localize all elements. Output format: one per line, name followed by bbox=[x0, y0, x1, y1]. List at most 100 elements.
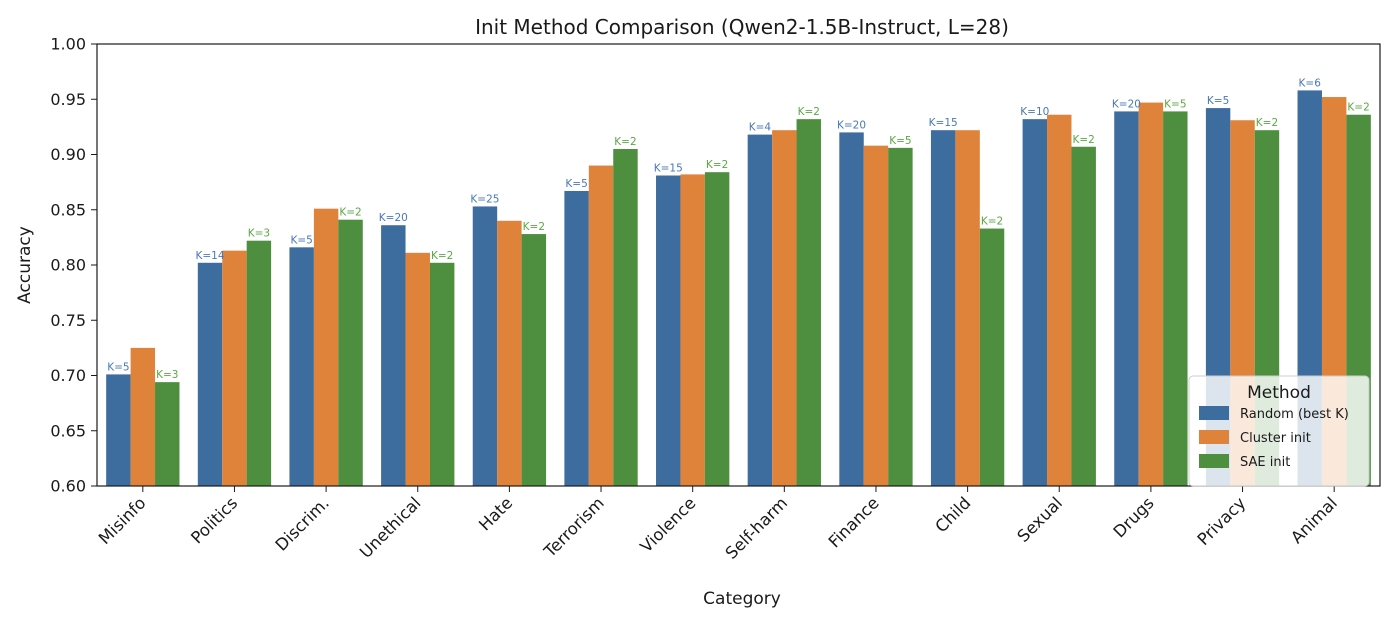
bar bbox=[680, 174, 705, 486]
bar bbox=[429, 262, 455, 486]
x-tick-label: Drugs bbox=[1110, 493, 1158, 541]
bar-value-label: K=2 bbox=[706, 159, 728, 171]
bar bbox=[839, 132, 864, 486]
bar bbox=[381, 225, 406, 486]
bar bbox=[246, 240, 272, 486]
legend-entry-label: Cluster init bbox=[1240, 431, 1311, 446]
x-tick-label: Terrorism bbox=[540, 493, 608, 561]
x-tick-label: Self-harm bbox=[722, 493, 791, 562]
bar bbox=[704, 172, 730, 486]
bar-value-label: K=5 bbox=[565, 178, 587, 190]
bar bbox=[979, 228, 1005, 487]
x-tick-label: Hate bbox=[475, 493, 516, 534]
bar-value-label: K=2 bbox=[431, 250, 453, 262]
chart-title: Init Method Comparison (Qwen2-1.5B-Instr… bbox=[475, 15, 1009, 39]
bar-value-label: K=6 bbox=[1299, 77, 1322, 89]
bar-value-label: K=5 bbox=[290, 234, 312, 246]
bar bbox=[106, 374, 131, 486]
bar-value-label: K=15 bbox=[654, 163, 683, 175]
y-tick-label: 0.90 bbox=[50, 145, 86, 164]
bar-value-label: K=2 bbox=[339, 207, 361, 219]
bar bbox=[155, 382, 180, 486]
bar bbox=[497, 220, 522, 487]
x-tick-label: Animal bbox=[1287, 493, 1341, 547]
bar bbox=[955, 130, 980, 486]
bar-value-label: K=2 bbox=[1073, 134, 1095, 146]
x-axis-label: Category bbox=[703, 589, 781, 609]
bar bbox=[747, 134, 773, 487]
bar-value-label: K=4 bbox=[749, 122, 772, 134]
x-axis: Misinfo Politics Discrim. Unethical Hate Terr… bbox=[95, 486, 1341, 563]
bar-value-label: K=14 bbox=[196, 250, 225, 262]
bar-value-label: K=2 bbox=[1347, 102, 1369, 114]
bar-value-label: K=2 bbox=[1256, 117, 1278, 129]
bar-value-label: K=3 bbox=[248, 228, 270, 240]
bar bbox=[130, 347, 156, 487]
bar bbox=[863, 145, 889, 486]
bar bbox=[1163, 111, 1188, 486]
bar bbox=[613, 148, 638, 486]
y-tick-label: 0.70 bbox=[50, 366, 86, 385]
y-tick-label: 0.80 bbox=[50, 256, 86, 275]
x-tick-label: Privacy bbox=[1194, 493, 1250, 549]
bar bbox=[1071, 146, 1096, 486]
y-tick-label: 1.00 bbox=[50, 35, 86, 54]
x-tick-label: Politics bbox=[187, 493, 241, 547]
legend-box bbox=[1188, 375, 1370, 487]
bar-value-label: K=20 bbox=[1112, 98, 1141, 110]
bar-value-label: K=2 bbox=[981, 216, 1003, 228]
y-tick-label: 0.75 bbox=[50, 311, 86, 330]
bar-value-label: K=2 bbox=[614, 136, 636, 148]
bar bbox=[888, 147, 913, 486]
bar bbox=[1047, 114, 1072, 486]
bar bbox=[338, 219, 363, 486]
bar-value-label: K=10 bbox=[1020, 106, 1049, 118]
bars-group bbox=[106, 90, 1371, 487]
bar bbox=[197, 262, 223, 486]
y-tick-label: 0.65 bbox=[50, 421, 86, 440]
bar bbox=[656, 175, 681, 486]
bar bbox=[1138, 102, 1164, 486]
bar-value-label: K=5 bbox=[889, 135, 911, 147]
plot-frame bbox=[96, 43, 1381, 487]
bar-value-label: K=3 bbox=[156, 369, 178, 381]
bar bbox=[564, 190, 589, 486]
x-tick-label: Sexual bbox=[1014, 493, 1067, 546]
x-tick-label: Child bbox=[932, 493, 975, 536]
bar bbox=[405, 252, 430, 486]
bar-value-label: K=5 bbox=[1164, 98, 1186, 110]
y-tick-label: 0.85 bbox=[50, 200, 86, 219]
x-tick-label: Violence bbox=[637, 493, 700, 556]
bar bbox=[796, 119, 821, 486]
legend-title: Method bbox=[1247, 383, 1311, 403]
bar bbox=[772, 130, 797, 486]
legend-swatch bbox=[1199, 454, 1229, 468]
bar-value-label: K=20 bbox=[837, 119, 866, 131]
x-tick-label: Discrim. bbox=[272, 493, 333, 554]
bar-value-label: K=2 bbox=[798, 106, 820, 118]
bar bbox=[1114, 111, 1139, 486]
bar bbox=[289, 247, 314, 486]
bar-value-label: K=5 bbox=[1207, 95, 1229, 107]
bar bbox=[588, 165, 614, 487]
bar bbox=[313, 208, 339, 486]
x-tick-label: Misinfo bbox=[95, 493, 150, 548]
bar-value-label: K=25 bbox=[470, 193, 499, 205]
legend-swatch bbox=[1199, 406, 1229, 420]
y-axis-label: Accuracy bbox=[15, 226, 35, 304]
bar bbox=[521, 234, 547, 486]
bar bbox=[222, 250, 247, 486]
x-tick-label: Finance bbox=[825, 493, 883, 551]
legend-entry-label: SAE init bbox=[1240, 455, 1290, 470]
y-tick-label: 0.95 bbox=[50, 90, 86, 109]
bar bbox=[1022, 119, 1048, 486]
bar-value-label: K=2 bbox=[523, 221, 545, 233]
legend-swatch bbox=[1199, 430, 1229, 444]
bar bbox=[930, 130, 956, 486]
bar-value-label: K=5 bbox=[107, 361, 129, 373]
bar-value-label: K=15 bbox=[929, 117, 958, 129]
y-tick-label: 0.60 bbox=[50, 477, 86, 496]
legend-entry-label: Random (best K) bbox=[1240, 407, 1349, 422]
